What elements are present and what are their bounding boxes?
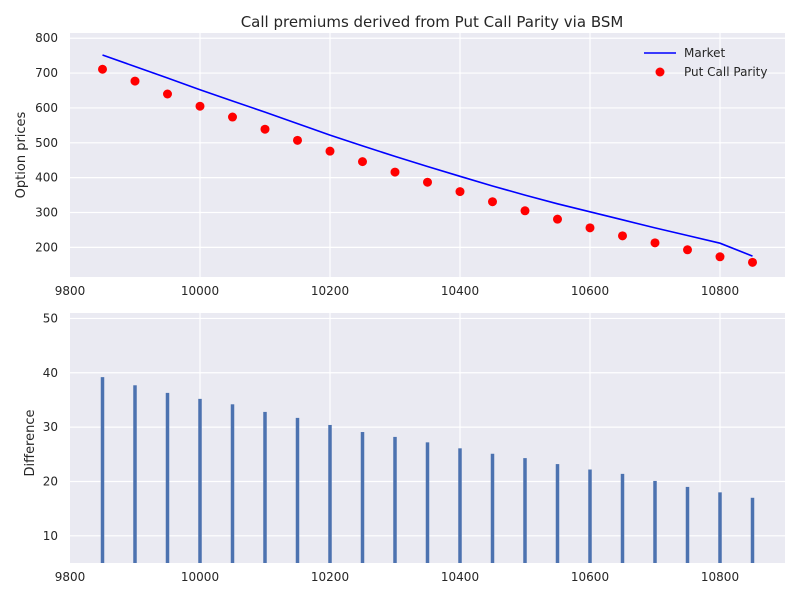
put-call-parity-point (618, 231, 627, 241)
difference-bar (230, 404, 235, 563)
put-call-parity-point (748, 257, 757, 267)
top-y-tick-label: 400 (35, 171, 58, 185)
difference-bar (295, 417, 300, 563)
legend-market-label: Market (684, 46, 726, 60)
difference-bar (718, 492, 722, 563)
put-call-parity-point (195, 101, 205, 111)
put-call-parity-point (488, 197, 497, 207)
bottom-y-tick-label: 30 (43, 420, 58, 434)
top-y-tick-label: 500 (35, 136, 58, 150)
bottom-x-tick-label: 10400 (441, 570, 479, 584)
difference-bar (263, 411, 267, 563)
bottom-y-tick-label: 40 (43, 366, 58, 380)
bottom-x-tick-label: 10600 (571, 570, 609, 584)
put-call-parity-point (585, 223, 595, 233)
top-y-tick-label: 200 (35, 240, 58, 254)
top-x-tick-label: 10600 (571, 284, 609, 298)
difference-bar (458, 448, 462, 563)
put-call-parity-point (293, 135, 302, 145)
bottom-y-tick-label: 20 (43, 474, 58, 488)
put-call-parity-point (683, 245, 692, 255)
top-x-tick-label: 10400 (441, 284, 479, 298)
top-tick-labels: 9800 10000 10200 10400 10600 10800 200 300 400 50… (35, 31, 739, 298)
top-subplot: Call premiums derived from Put Call Pari… (14, 13, 785, 298)
top-marks (98, 54, 757, 267)
difference-bar (328, 424, 332, 563)
put-call-parity-point (325, 146, 335, 156)
put-call-parity-point (228, 112, 237, 122)
difference-bar (685, 486, 690, 563)
put-call-parity-point (650, 238, 660, 248)
top-y-axis-label: Option prices (14, 111, 29, 198)
difference-bar (360, 432, 365, 563)
difference-bar (555, 464, 560, 563)
put-call-parity-point (130, 76, 140, 86)
legend-parity-label: Put Call Parity (684, 65, 768, 79)
top-y-tick-label: 800 (35, 31, 58, 45)
difference-bar (100, 377, 105, 563)
difference-bar (588, 469, 592, 563)
top-x-tick-label: 10000 (181, 284, 219, 298)
legend: Market Put Call Parity (644, 46, 768, 79)
top-y-tick-label: 700 (35, 66, 58, 80)
market-line (102, 54, 753, 257)
bottom-y-tick-label: 50 (43, 311, 58, 325)
difference-bar (393, 436, 397, 563)
bottom-y-tick-label: 10 (43, 529, 58, 543)
top-x-tick-label: 10800 (701, 284, 739, 298)
top-gridlines (70, 33, 785, 277)
bottom-marks (100, 377, 755, 563)
top-y-tick-label: 300 (35, 206, 58, 220)
difference-bar (165, 392, 170, 563)
top-plot-area (70, 33, 785, 277)
legend-parity-swatch (655, 67, 665, 77)
put-call-parity-point (520, 206, 530, 216)
put-call-parity-point (423, 177, 432, 187)
difference-bar (133, 385, 137, 563)
bottom-x-tick-label: 9800 (55, 570, 86, 584)
put-call-parity-point (715, 252, 725, 262)
put-call-parity-point (163, 89, 172, 99)
put-call-parity-point (358, 157, 367, 167)
put-call-parity-point (553, 214, 562, 224)
difference-bar (425, 442, 430, 563)
bottom-x-tick-label: 10000 (181, 570, 219, 584)
difference-bar (198, 398, 202, 563)
put-call-parity-point (390, 167, 400, 177)
top-y-tick-label: 600 (35, 101, 58, 115)
difference-bar (750, 497, 755, 563)
put-call-parity-point (260, 124, 270, 134)
bottom-x-tick-label: 10200 (311, 570, 349, 584)
bottom-y-axis-label: Difference (23, 409, 38, 476)
difference-bar (653, 480, 657, 563)
put-call-parity-point (98, 64, 107, 74)
bottom-subplot: 9800 10000 10200 10400 10600 108001020304050 … (23, 311, 785, 584)
difference-bar (490, 453, 495, 563)
top-x-tick-label: 9800 (55, 284, 86, 298)
put-call-parity-point (455, 187, 465, 197)
top-x-tick-label: 10200 (311, 284, 349, 298)
bottom-tick-labels: 9800 10000 10200 10400 10600 10800 10 20 30 40 50 (43, 311, 739, 584)
chart-title: Call premiums derived from Put Call Pari… (241, 13, 624, 31)
difference-bar (620, 473, 625, 563)
difference-bar (523, 458, 527, 563)
bottom-x-tick-label: 10800 (701, 570, 739, 584)
